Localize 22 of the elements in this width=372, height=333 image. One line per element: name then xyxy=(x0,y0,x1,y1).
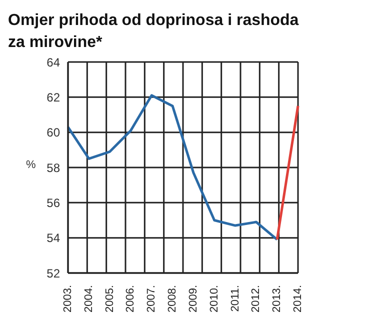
x-tick-label: 2014. xyxy=(292,285,304,313)
y-tick-label: 52 xyxy=(46,266,60,280)
y-tick-label: 58 xyxy=(46,160,60,175)
y-tick-label: 62 xyxy=(46,90,60,104)
y-tick-label: 54 xyxy=(46,231,60,246)
line-series xyxy=(66,94,278,241)
x-tick-label: 2006. xyxy=(124,285,137,313)
x-tick-label: 2009. xyxy=(187,285,200,313)
x-tick-label: 2011. xyxy=(229,285,242,312)
y-tick-label: 64 xyxy=(46,55,60,70)
x-tick-label: 2003. xyxy=(62,285,74,313)
y-tick-label: 60 xyxy=(46,126,60,140)
x-tick-label: 2004. xyxy=(82,285,95,313)
x-tick-label: 2010. xyxy=(208,285,220,313)
x-tick-label: 2012. xyxy=(250,285,262,313)
x-tick-label: 2013. xyxy=(271,285,284,313)
y-tick-label: 56 xyxy=(46,196,60,210)
y-axis-title: % xyxy=(26,159,36,171)
chart-title: Omjer prihoda od doprinosa i rashoda za mirovine* xyxy=(8,11,300,53)
x-tick-label: 2007. xyxy=(146,285,158,313)
x-tick-label: 2005. xyxy=(104,285,116,313)
x-tick-label: 2008. xyxy=(166,285,179,313)
